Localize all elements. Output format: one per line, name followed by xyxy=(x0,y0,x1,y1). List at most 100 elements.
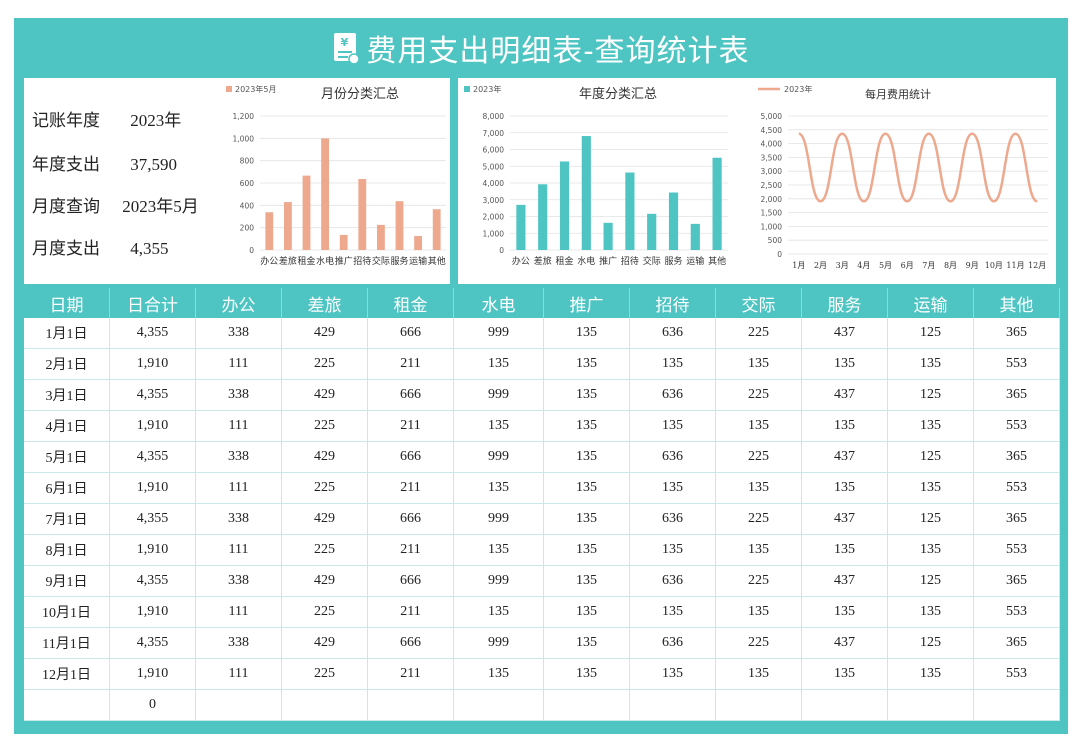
chart-title: 年度分类汇总 xyxy=(579,86,657,102)
table-cell: 225 xyxy=(716,380,802,411)
table-cell: 553 xyxy=(974,535,1060,566)
table-cell: 111 xyxy=(196,411,282,442)
legend-swatch xyxy=(464,86,470,92)
bar xyxy=(603,222,613,250)
x-tick-label: 7月 xyxy=(922,261,935,270)
table-cell: 135 xyxy=(630,659,716,690)
table-cell: 211 xyxy=(368,473,454,504)
bar xyxy=(581,136,591,250)
x-tick-label: 4月 xyxy=(857,261,870,270)
table-cell: 365 xyxy=(974,380,1060,411)
bar xyxy=(376,224,385,250)
table-cell: 666 xyxy=(368,566,454,597)
table-cell: 135 xyxy=(888,349,974,380)
table-cell: 135 xyxy=(630,473,716,504)
x-tick-label: 办公 xyxy=(260,255,278,267)
table-cell xyxy=(974,690,1060,721)
table-cell: 338 xyxy=(196,318,282,349)
table-cell: 135 xyxy=(716,411,802,442)
y-tick-label: 3,000 xyxy=(761,167,783,176)
table-cell: 365 xyxy=(974,504,1060,535)
y-tick-label: 1,000 xyxy=(233,134,255,143)
table-cell: 135 xyxy=(802,597,888,628)
table-cell: 135 xyxy=(888,535,974,566)
table-cell: 636 xyxy=(630,318,716,349)
column-header: 办公 xyxy=(196,288,282,318)
report-frame: ¥ 费用支出明细表-查询统计表 记账年度 2023年 年度支出 37,590 月… xyxy=(14,18,1068,734)
y-tick-label: 5,000 xyxy=(761,112,783,121)
x-tick-label: 交际 xyxy=(643,255,661,267)
table-cell: 338 xyxy=(196,566,282,597)
y-tick-label: 1,000 xyxy=(483,229,505,238)
x-tick-label: 推广 xyxy=(335,255,353,267)
date-cell: 12月1日 xyxy=(24,659,110,690)
y-tick-label: 3,500 xyxy=(761,153,783,162)
table-cell: 1,910 xyxy=(110,597,196,628)
x-tick-label: 3月 xyxy=(836,261,849,270)
bar xyxy=(432,209,441,250)
table-cell: 125 xyxy=(888,504,974,535)
table-cell: 666 xyxy=(368,380,454,411)
table-cell: 125 xyxy=(888,380,974,411)
bar xyxy=(690,223,700,250)
table-cell: 636 xyxy=(630,628,716,659)
table-cell: 338 xyxy=(196,628,282,659)
chart-title: 每月费用统计 xyxy=(865,87,931,101)
monthly-category-chart: 2023年5月 月份分类汇总 0 200 400 600 800 1,000 1,200 办公 差旅… xyxy=(226,84,446,267)
x-tick-label: 租金 xyxy=(297,255,315,267)
table-cell: 135 xyxy=(630,411,716,442)
x-tick-label: 5月 xyxy=(879,261,892,270)
table-cell: 135 xyxy=(544,442,630,473)
table-cell: 135 xyxy=(716,473,802,504)
table-cell: 211 xyxy=(368,349,454,380)
y-tick-label: 1,500 xyxy=(761,209,783,218)
x-tick-label: 差旅 xyxy=(534,255,552,267)
legend-label: 2023年 xyxy=(473,84,501,94)
bar xyxy=(395,201,404,250)
table-cell: 135 xyxy=(544,535,630,566)
receipt-icon: ¥ xyxy=(334,33,361,65)
table-cell: 437 xyxy=(802,318,888,349)
y-tick-label: 5,000 xyxy=(483,162,505,171)
bar xyxy=(538,184,548,250)
table-cell: 225 xyxy=(716,318,802,349)
x-tick-label: 服务 xyxy=(664,255,682,267)
annual-category-chart: 2023年 年度分类汇总 0 1,000 2,000 3,000 4,000 5,000 6,0… xyxy=(464,84,728,267)
table-cell: 135 xyxy=(716,659,802,690)
table-cell: 211 xyxy=(368,535,454,566)
chart-title: 月份分类汇总 xyxy=(321,87,399,102)
date-cell: 7月1日 xyxy=(24,504,110,535)
date-cell: 2月1日 xyxy=(24,349,110,380)
table-cell: 211 xyxy=(368,411,454,442)
table-cell: 125 xyxy=(888,628,974,659)
table-cell: 4,355 xyxy=(110,318,196,349)
table-cell: 437 xyxy=(802,442,888,473)
table-cell: 135 xyxy=(888,473,974,504)
table-cell: 225 xyxy=(282,349,368,380)
table-cell xyxy=(454,690,544,721)
table-cell: 135 xyxy=(888,411,974,442)
table-cell: 135 xyxy=(544,597,630,628)
column-header: 其他 xyxy=(974,288,1060,318)
x-tick-label: 服务 xyxy=(390,255,408,267)
column-header: 交际 xyxy=(716,288,802,318)
table-cell: 437 xyxy=(802,380,888,411)
table-cell: 429 xyxy=(282,318,368,349)
table-cell: 135 xyxy=(802,659,888,690)
table-cell: 211 xyxy=(368,597,454,628)
table-cell: 4,355 xyxy=(110,566,196,597)
monthly-expense-line-chart: 2023年 每月费用统计 0 500 1,000 1,500 2,000 2,500 3,000… xyxy=(758,84,1048,270)
bar xyxy=(647,213,657,250)
y-tick-label: 0 xyxy=(499,246,504,255)
table-cell: 135 xyxy=(630,535,716,566)
table-cell xyxy=(368,690,454,721)
y-tick-label: 4,500 xyxy=(761,126,783,135)
table-cell xyxy=(544,690,630,721)
x-tick-label: 8月 xyxy=(944,261,957,270)
table-cell: 999 xyxy=(454,566,544,597)
table-cell: 135 xyxy=(888,659,974,690)
y-tick-label: 800 xyxy=(240,157,255,166)
bar xyxy=(321,138,330,250)
summary-month-query[interactable]: 月度查询 2023年5月 xyxy=(32,197,199,216)
table-cell: 666 xyxy=(368,442,454,473)
